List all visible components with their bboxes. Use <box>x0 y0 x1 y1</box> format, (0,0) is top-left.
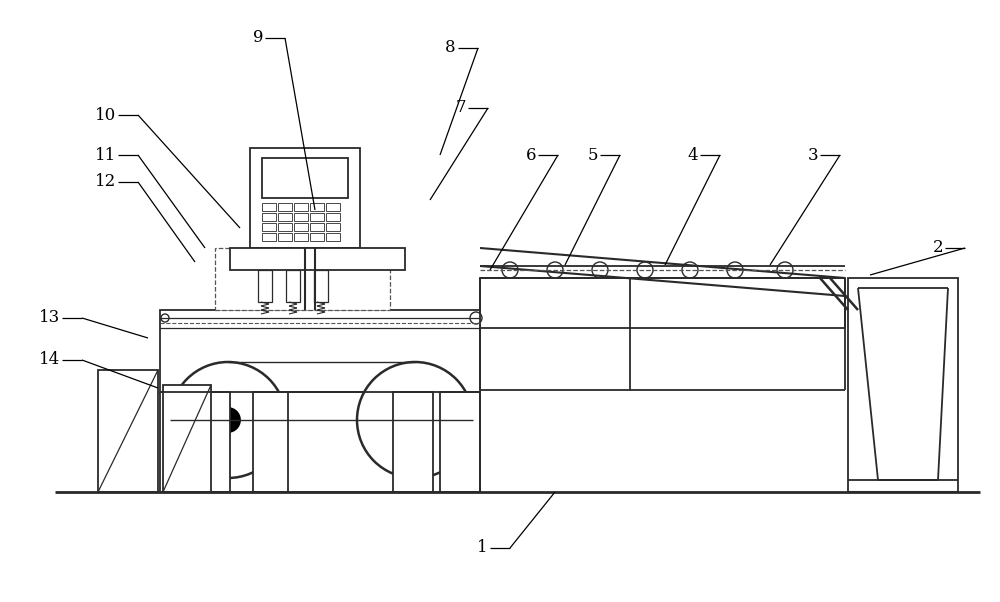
Bar <box>326 233 340 241</box>
Bar <box>848 278 958 492</box>
Circle shape <box>502 262 518 278</box>
Bar <box>258 270 272 302</box>
Bar <box>195 392 230 492</box>
Bar <box>314 270 328 302</box>
Bar <box>163 385 211 492</box>
Text: 9: 9 <box>252 29 263 46</box>
Bar <box>480 278 845 328</box>
Text: 5: 5 <box>588 146 598 164</box>
Bar <box>310 213 324 221</box>
Bar <box>294 223 308 231</box>
Bar <box>294 213 308 221</box>
Circle shape <box>637 262 653 278</box>
Bar <box>326 213 340 221</box>
Bar <box>440 392 480 492</box>
Bar <box>326 223 340 231</box>
Bar <box>262 223 276 231</box>
Bar <box>310 203 324 211</box>
Bar <box>215 248 390 310</box>
Bar <box>310 223 324 231</box>
Bar <box>294 203 308 211</box>
Bar <box>393 392 433 492</box>
Bar <box>262 213 276 221</box>
Text: 8: 8 <box>445 40 456 57</box>
Bar <box>278 223 292 231</box>
Bar <box>253 392 288 492</box>
Text: 7: 7 <box>455 99 466 117</box>
Bar <box>250 148 360 248</box>
Bar <box>262 233 276 241</box>
Text: 2: 2 <box>932 240 943 256</box>
Circle shape <box>547 262 563 278</box>
Text: 4: 4 <box>687 146 698 164</box>
Circle shape <box>357 362 473 478</box>
Text: 11: 11 <box>95 146 116 164</box>
Bar <box>230 248 405 270</box>
Bar <box>278 203 292 211</box>
Text: 1: 1 <box>477 539 488 556</box>
Circle shape <box>403 408 427 432</box>
Text: 14: 14 <box>39 352 60 368</box>
Bar <box>262 158 348 198</box>
Circle shape <box>592 262 608 278</box>
Circle shape <box>170 362 286 478</box>
Circle shape <box>727 262 743 278</box>
Text: 10: 10 <box>95 107 116 123</box>
Text: 13: 13 <box>39 309 60 326</box>
Bar <box>326 203 340 211</box>
Circle shape <box>777 262 793 278</box>
Bar <box>294 233 308 241</box>
Bar <box>278 213 292 221</box>
Circle shape <box>216 408 240 432</box>
Circle shape <box>470 312 482 324</box>
Bar <box>262 203 276 211</box>
Bar <box>286 270 300 302</box>
Circle shape <box>161 314 169 322</box>
Circle shape <box>682 262 698 278</box>
Text: 12: 12 <box>95 173 116 190</box>
Bar <box>98 370 158 492</box>
Text: 6: 6 <box>526 146 536 164</box>
Bar <box>278 233 292 241</box>
Bar <box>310 233 324 241</box>
Text: 3: 3 <box>807 146 818 164</box>
Bar <box>160 310 480 392</box>
